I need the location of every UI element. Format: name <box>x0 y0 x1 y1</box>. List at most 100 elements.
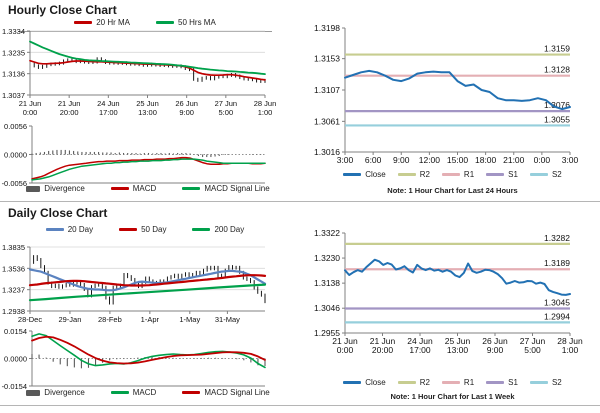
svg-text:1:00: 1:00 <box>562 345 579 355</box>
legend-label: S2 <box>551 170 562 179</box>
line-swatch-icon <box>156 21 174 24</box>
svg-text:0:00: 0:00 <box>534 155 551 165</box>
svg-text:21 Jun: 21 Jun <box>19 99 42 108</box>
svg-text:13:00: 13:00 <box>447 345 469 355</box>
pivot-24h-legend: Close R2 R1 S1 S2 <box>335 170 570 179</box>
svg-text:20:00: 20:00 <box>372 345 394 355</box>
line-swatch-icon <box>529 173 548 176</box>
svg-text:28 Jun: 28 Jun <box>254 99 277 108</box>
legend-item-macd: MACD <box>110 184 157 193</box>
svg-text:25 Jun: 25 Jun <box>136 99 159 108</box>
svg-text:20:00: 20:00 <box>60 108 79 117</box>
daily-ma-legend: 20 Day 50 Day 200 Day <box>18 225 272 234</box>
svg-text:1.3061: 1.3061 <box>314 116 340 126</box>
svg-text:28 Jun: 28 Jun <box>557 336 583 346</box>
svg-text:1.3076: 1.3076 <box>544 100 570 110</box>
legend-label: 20 Hr MA <box>96 18 130 27</box>
svg-text:1.3138: 1.3138 <box>314 278 340 288</box>
svg-text:21 Jun: 21 Jun <box>332 336 358 346</box>
legend-label: MACD Signal Line <box>204 184 270 193</box>
legend-item-r2: R2 <box>397 170 430 179</box>
legend-label: R2 <box>419 170 430 179</box>
svg-text:1.3536: 1.3536 <box>2 264 25 273</box>
svg-text:28-Feb: 28-Feb <box>98 315 122 324</box>
legend-label: Divergence <box>44 184 85 193</box>
line-swatch-icon <box>397 381 416 384</box>
bar-swatch-icon <box>26 389 41 396</box>
legend-item-20-hr-ma: 20 Hr MA <box>74 18 130 27</box>
hourly-macd-legend: Divergence MACD MACD Signal Line <box>26 184 270 193</box>
svg-text:0.0000: 0.0000 <box>4 355 27 364</box>
svg-text:1.3128: 1.3128 <box>544 65 570 75</box>
svg-text:0.0000: 0.0000 <box>4 151 27 160</box>
legend-label: 200 Day <box>214 225 245 234</box>
svg-text:13:00: 13:00 <box>138 108 157 117</box>
line-swatch-icon <box>441 173 460 176</box>
svg-text:17:00: 17:00 <box>409 345 431 355</box>
svg-text:1.3835: 1.3835 <box>2 243 25 252</box>
svg-text:1.3235: 1.3235 <box>2 48 25 57</box>
legend-label: R1 <box>463 378 475 387</box>
bar-swatch-icon <box>26 185 41 192</box>
legend-item-50-day: 50 Day <box>119 225 166 234</box>
legend-item-s2: S2 <box>529 378 562 387</box>
daily-macd-legend: Divergence MACD MACD Signal Line <box>26 388 270 397</box>
legend-label: S2 <box>551 378 562 387</box>
legend-item-s2: S2 <box>529 170 562 179</box>
legend-item-200-day: 200 Day <box>192 225 244 234</box>
line-swatch-icon <box>486 381 505 384</box>
legend-label: 20 Day <box>67 225 94 234</box>
svg-text:3:00: 3:00 <box>562 155 579 165</box>
legend-item-divergence: Divergence <box>26 388 85 397</box>
line-swatch-icon <box>529 381 548 384</box>
svg-text:27 Jun: 27 Jun <box>215 99 238 108</box>
legend-label: MACD <box>132 184 157 193</box>
pivot-week-legend: Close R2 R1 S1 S2 <box>335 378 570 387</box>
svg-text:1.3136: 1.3136 <box>2 70 25 79</box>
daily-chart-title: Daily Close Chart <box>8 206 108 220</box>
legend-item-s1: S1 <box>486 170 518 179</box>
legend-label: S1 <box>508 170 518 179</box>
svg-text:1.3037: 1.3037 <box>2 91 25 100</box>
legend-label: Close <box>365 378 386 387</box>
svg-text:28-Dec: 28-Dec <box>18 315 42 324</box>
svg-text:-0.0154: -0.0154 <box>2 382 27 391</box>
svg-text:1.3322: 1.3322 <box>314 228 340 238</box>
svg-text:21 Jun: 21 Jun <box>370 336 396 346</box>
svg-text:9:00: 9:00 <box>487 345 504 355</box>
svg-text:1.3045: 1.3045 <box>544 297 570 307</box>
svg-text:0.0056: 0.0056 <box>4 122 27 131</box>
line-swatch-icon <box>110 391 129 394</box>
svg-text:-0.0056: -0.0056 <box>2 179 27 188</box>
svg-text:1.3334: 1.3334 <box>2 27 25 36</box>
svg-text:18:00: 18:00 <box>475 155 497 165</box>
legend-item-50-hrs-ma: 50 Hrs MA <box>156 18 216 27</box>
svg-text:12:00: 12:00 <box>419 155 441 165</box>
line-swatch-icon <box>45 228 64 231</box>
pivot-24h-note: Note: 1 Hour Chart for Last 24 Hours <box>387 186 518 195</box>
svg-text:27 Jun: 27 Jun <box>520 336 546 346</box>
svg-text:15:00: 15:00 <box>447 155 469 165</box>
legend-item-close: Close <box>343 170 386 179</box>
pivot-week-note: Note: 1 Hour Chart for Last 1 Week <box>390 392 515 401</box>
svg-text:9:00: 9:00 <box>179 108 194 117</box>
svg-text:1.3198: 1.3198 <box>314 23 340 33</box>
svg-text:1.3046: 1.3046 <box>314 303 340 313</box>
legend-label: S1 <box>508 378 518 387</box>
svg-text:1-Apr: 1-Apr <box>141 315 160 324</box>
legend-item-macd-signal-line: MACD Signal Line <box>182 388 270 397</box>
legend-item-s1: S1 <box>486 378 518 387</box>
svg-text:5:00: 5:00 <box>219 108 234 117</box>
line-swatch-icon <box>343 173 362 176</box>
svg-text:1-May: 1-May <box>179 315 200 324</box>
svg-text:26 Jun: 26 Jun <box>175 99 198 108</box>
svg-text:21 Jun: 21 Jun <box>58 99 81 108</box>
pivot-week-chart: 1.3322 1.3230 1.3138 1.3046 1.2955 1.3282 1.31… <box>314 228 583 355</box>
svg-text:1.2938: 1.2938 <box>2 307 25 316</box>
hourly-ma-legend: 20 Hr MA 50 Hrs MA <box>18 18 272 32</box>
svg-text:0.0154: 0.0154 <box>4 327 27 336</box>
svg-text:21:00: 21:00 <box>503 155 525 165</box>
svg-text:17:00: 17:00 <box>99 108 118 117</box>
svg-text:0:00: 0:00 <box>337 345 354 355</box>
